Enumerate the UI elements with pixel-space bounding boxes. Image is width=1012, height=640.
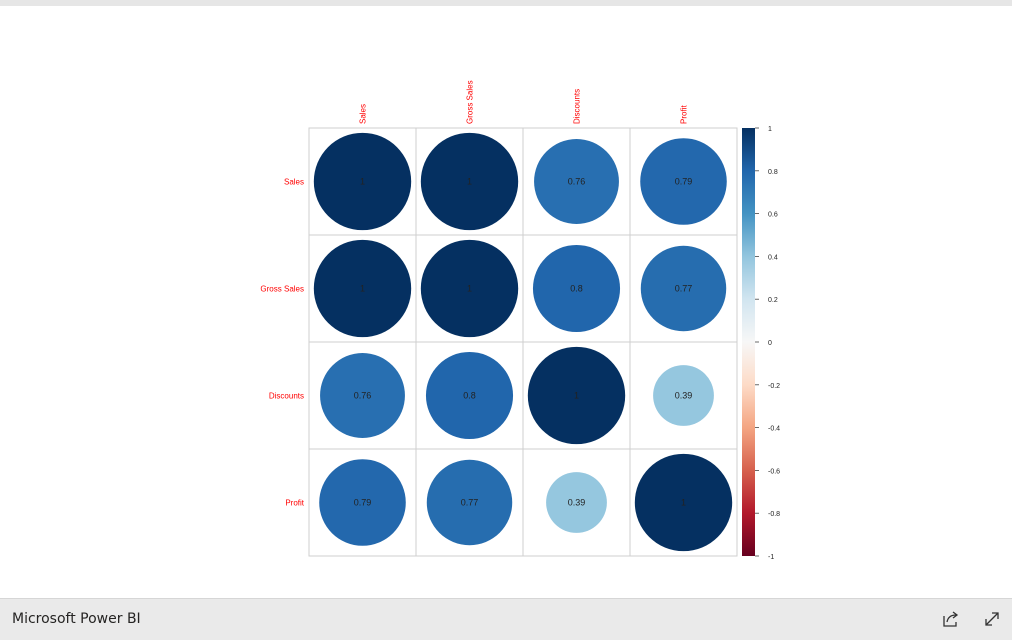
corr-value-1-2: 0.8	[570, 284, 583, 294]
share-icon[interactable]	[941, 609, 961, 629]
corr-value-0-3: 0.79	[675, 177, 693, 187]
colorbar-tick-label-1: 0.8	[768, 169, 778, 176]
colorbar-tick-label-10: -1	[768, 554, 774, 561]
colorbar-tick-label-5: 0	[768, 340, 772, 347]
corr-circle-0-1	[420, 132, 519, 231]
corr-circle-0-0	[313, 132, 412, 231]
corr-circle-2-1	[425, 351, 514, 440]
colorbar-legend: 1 0.8 0.6 0.4 0.2 0 -0.2 -0.4 -0.6 -0.8 -1	[742, 126, 780, 561]
colorbar-tick-label-9: -0.8	[768, 511, 780, 518]
corr-value-0-1: 1	[467, 177, 472, 187]
corr-circle-0-3	[640, 138, 727, 225]
col-label-0: Sales	[359, 104, 368, 124]
row-label-2: Discounts	[269, 392, 304, 401]
corr-value-3-3: 1	[681, 498, 686, 508]
expand-icon[interactable]	[982, 609, 1002, 629]
colorbar	[742, 128, 755, 556]
corr-circle-1-3	[640, 245, 727, 332]
corr-circle-1-1	[420, 239, 519, 338]
corr-value-3-2: 0.39	[568, 498, 586, 508]
row-label-3: Profit	[285, 499, 304, 508]
colorbar-tick-label-4: 0.2	[768, 297, 778, 304]
colorbar-tick-label-3: 0.4	[768, 254, 778, 261]
corr-value-0-2: 0.76	[568, 177, 586, 187]
col-label-1: Gross Sales	[466, 80, 475, 124]
corr-circle-1-0	[313, 239, 412, 338]
corr-circle-2-3	[653, 365, 714, 426]
corr-value-3-0: 0.79	[354, 498, 372, 508]
corr-circle-3-1	[426, 459, 513, 546]
col-label-3: Profit	[680, 105, 689, 124]
corr-value-1-3: 0.77	[675, 284, 693, 294]
corr-value-2-1: 0.8	[463, 391, 476, 401]
visual-container: 1 1 0.76 0.79 1 1 0.8 0.77 0.76 0.8 1 0.39 0.79 0.77 0…	[0, 6, 1012, 598]
colorbar-tick-label-2: 0.6	[768, 212, 778, 219]
correlation-values: 1 1 0.76 0.79 1 1 0.8 0.77 0.76 0.8 1 0.39 0.79 0.77 0…	[354, 177, 693, 508]
colorbar-tick-label-8: -0.6	[768, 468, 780, 475]
corr-circle-3-2	[546, 472, 607, 533]
corr-circle-1-2	[532, 244, 621, 333]
colorbar-tick-label-6: -0.2	[768, 383, 780, 390]
corr-value-1-0: 1	[360, 284, 365, 294]
grid-cell	[629, 448, 738, 557]
variable-labels: Sales Gross Sales Discounts Profit Sales Gros…	[260, 80, 688, 507]
corr-value-2-0: 0.76	[354, 391, 372, 401]
col-label-2: Discounts	[573, 89, 582, 124]
row-label-1: Gross Sales	[260, 285, 304, 294]
app-title: Microsoft Power BI	[12, 611, 141, 627]
corr-circle-2-0	[320, 353, 405, 438]
corr-value-0-0: 1	[360, 177, 365, 187]
corr-circle-2-2	[527, 346, 626, 445]
grid	[308, 127, 738, 557]
corr-circle-0-2	[534, 139, 619, 224]
corr-value-1-1: 1	[467, 284, 472, 294]
footer-bar: Microsoft Power BI	[0, 598, 1012, 640]
top-strip	[0, 0, 1012, 6]
correlation-plot: 1 1 0.76 0.79 1 1 0.8 0.77 0.76 0.8 1 0.39 0.79 0.77 0…	[260, 80, 780, 561]
corr-value-2-3: 0.39	[675, 391, 693, 401]
corr-circle-3-0	[319, 459, 406, 546]
row-label-0: Sales	[284, 178, 304, 187]
colorbar-tick-label-0: 1	[768, 126, 772, 133]
correlation-circles	[313, 132, 733, 552]
corr-value-3-1: 0.77	[461, 498, 479, 508]
colorbar-tick-label-7: -0.4	[768, 426, 780, 433]
corr-value-2-2: 1	[574, 391, 579, 401]
corr-circle-3-3	[634, 453, 733, 552]
